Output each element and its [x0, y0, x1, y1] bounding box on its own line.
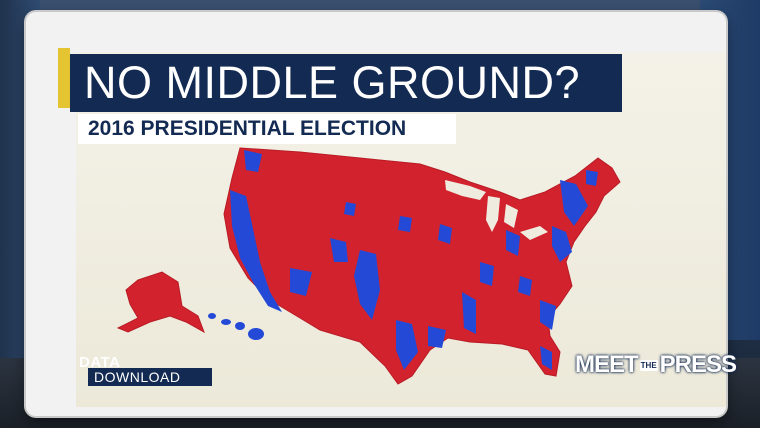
headline: NO MIDDLE GROUND? [84, 57, 581, 108]
segment-label-download: DOWNLOAD [94, 369, 181, 385]
subtitle: 2016 PRESIDENTIAL ELECTION [88, 117, 407, 140]
headline-box: NO MIDDLE GROUND? [70, 54, 622, 112]
show-logo: MEET THE PRESS [575, 351, 737, 378]
segment-label-box: DOWNLOAD [88, 368, 212, 386]
show-logo-the: THE [639, 359, 658, 371]
show-logo-press: PRESS [659, 351, 737, 378]
subtitle-box: 2016 PRESIDENTIAL ELECTION [78, 114, 456, 144]
headline-accent-bar [58, 48, 70, 108]
hawaii-shape [208, 313, 264, 340]
blue-counties [230, 150, 598, 370]
alaska-shape [116, 271, 205, 334]
show-logo-meet: MEET [575, 351, 639, 378]
segment-label-data: DATA_ [79, 354, 130, 371]
great-lakes [445, 180, 548, 240]
